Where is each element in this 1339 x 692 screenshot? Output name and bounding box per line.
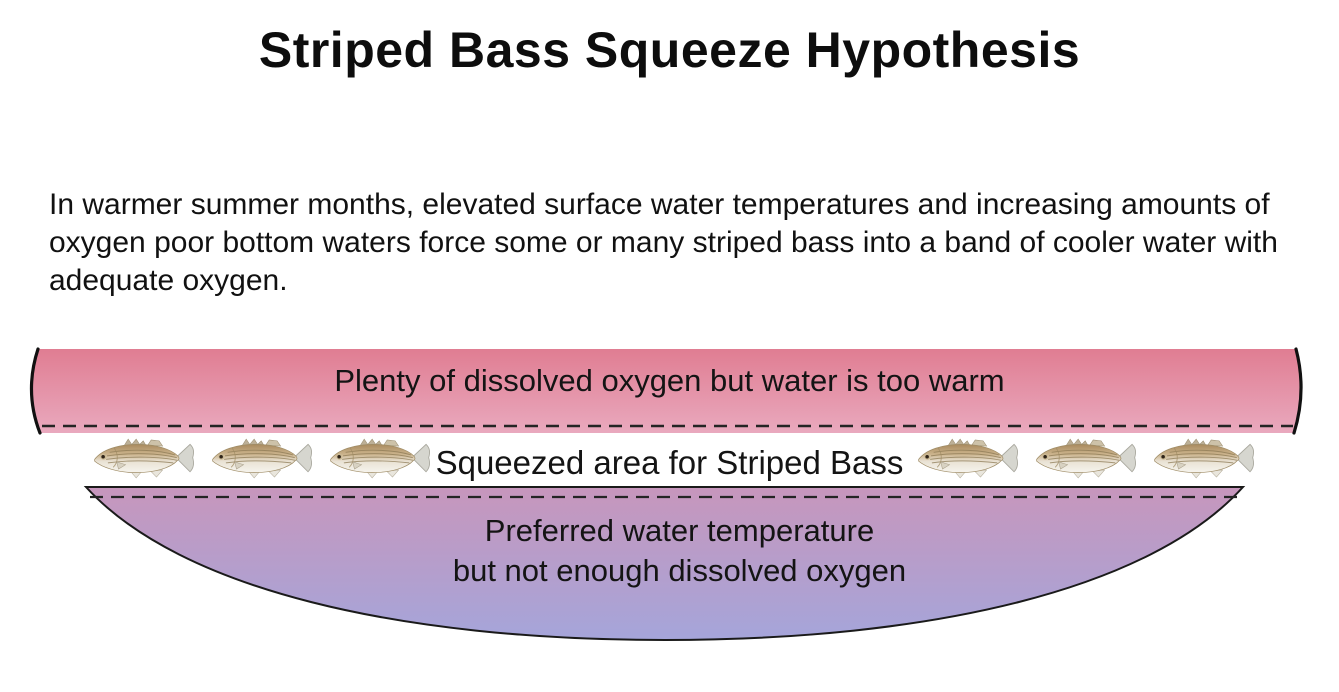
- bottom-band-label-line1: Preferred water temperature: [484, 513, 875, 548]
- intro-paragraph: In warmer summer months, elevated surfac…: [49, 188, 1278, 297]
- fish-group-right: [916, 438, 1258, 479]
- bottom-band-label: Preferred water temperature but not enou…: [20, 511, 1339, 591]
- squeeze-band-label: Squeezed area for Striped Bass: [435, 444, 904, 481]
- striped-bass-icon: [1152, 438, 1258, 479]
- striped-bass-icon: [916, 438, 1022, 479]
- page-title: Striped Bass Squeeze Hypothesis: [258, 22, 1081, 78]
- surface-band-label: Plenty of dissolved oxygen but water is …: [334, 363, 1005, 398]
- bottom-band-shape: [83, 486, 1246, 642]
- surface-band-shape: [29, 347, 1303, 435]
- bottom-band-label-line2: but not enough dissolved oxygen: [452, 553, 907, 588]
- striped-bass-icon: [1034, 438, 1140, 479]
